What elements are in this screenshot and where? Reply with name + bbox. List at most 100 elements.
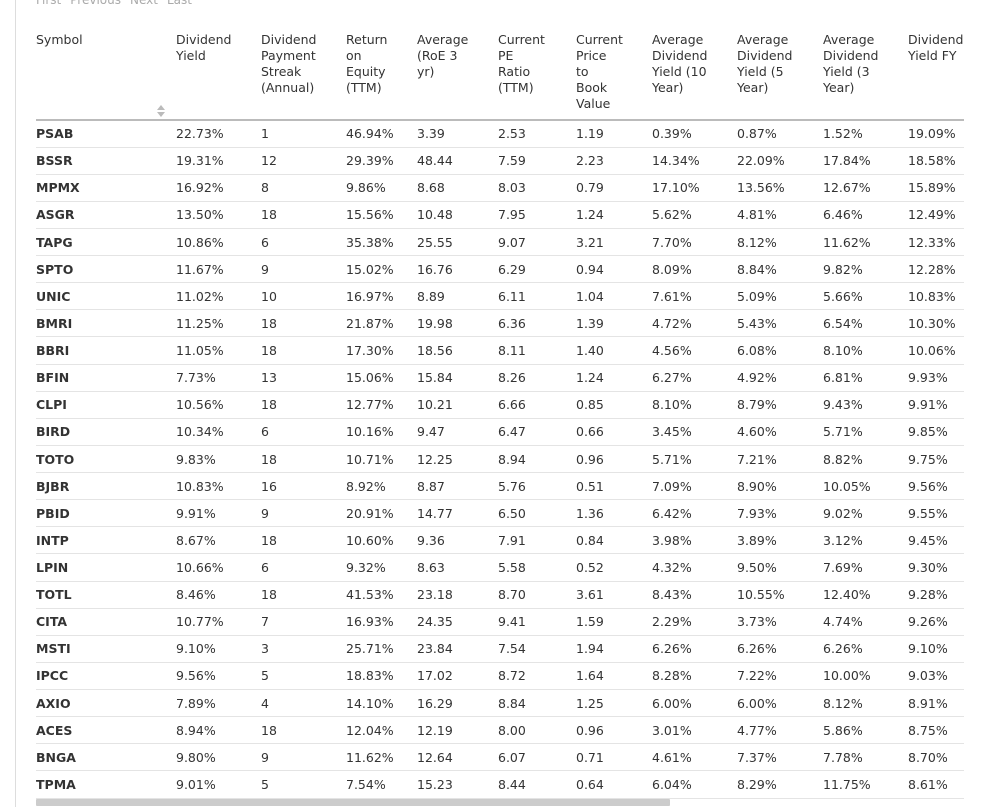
data-cell: 4.92% bbox=[737, 370, 777, 386]
column-header[interactable]: Dividend Payment Streak (Annual) bbox=[261, 32, 317, 95]
row-divider bbox=[36, 634, 964, 636]
symbol-cell: AXIO bbox=[36, 695, 71, 711]
pager-link[interactable]: First bbox=[36, 0, 62, 7]
data-cell: 10 bbox=[261, 288, 277, 304]
data-cell: 18 bbox=[261, 343, 277, 359]
pager-link[interactable]: Previous bbox=[70, 0, 121, 7]
data-cell: 3.73% bbox=[737, 614, 777, 630]
column-header[interactable]: Symbol bbox=[36, 32, 83, 47]
data-cell: 0.64 bbox=[576, 776, 604, 792]
pager-link[interactable]: Next bbox=[129, 0, 158, 7]
data-cell: 0.71 bbox=[576, 749, 604, 765]
data-cell: 8.92% bbox=[346, 478, 386, 494]
column-header[interactable]: Average Dividend Yield (10 Year) bbox=[652, 32, 708, 95]
scrollbar[interactable] bbox=[36, 799, 670, 806]
data-cell: 9.43% bbox=[823, 397, 863, 413]
column-header[interactable]: Average (RoE 3 yr) bbox=[417, 32, 469, 79]
data-cell: 20.91% bbox=[346, 505, 394, 521]
symbol-cell: BMRI bbox=[36, 315, 73, 331]
data-cell: 6.29 bbox=[498, 261, 526, 277]
data-cell: 12 bbox=[261, 153, 277, 169]
data-cell: 9.85% bbox=[908, 424, 948, 440]
symbol-cell: TOTL bbox=[36, 587, 72, 603]
symbol-cell: TAPG bbox=[36, 234, 73, 250]
data-cell: 1.36 bbox=[576, 505, 604, 521]
data-cell: 5 bbox=[261, 668, 269, 684]
data-cell: 6.08% bbox=[737, 343, 777, 359]
data-cell: 22.09% bbox=[737, 153, 785, 169]
sort-icon[interactable] bbox=[156, 104, 166, 118]
data-cell: 15.23 bbox=[417, 776, 453, 792]
data-cell: 9 bbox=[261, 749, 269, 765]
data-cell: 7.70% bbox=[652, 234, 692, 250]
data-cell: 18 bbox=[261, 587, 277, 603]
data-cell: 6 bbox=[261, 559, 269, 575]
data-cell: 4 bbox=[261, 695, 269, 711]
data-cell: 8.82% bbox=[823, 451, 863, 467]
row-divider bbox=[36, 363, 964, 365]
data-cell: 10.48 bbox=[417, 207, 453, 223]
data-cell: 8.43% bbox=[652, 587, 692, 603]
data-cell: 1.24 bbox=[576, 370, 604, 386]
data-cell: 6.54% bbox=[823, 315, 863, 331]
data-cell: 0.96 bbox=[576, 451, 604, 467]
column-header[interactable]: Dividend Yield bbox=[176, 32, 232, 63]
data-cell: 2.29% bbox=[652, 614, 692, 630]
data-cell: 9.55% bbox=[908, 505, 948, 521]
data-cell: 5 bbox=[261, 776, 269, 792]
data-cell: 10.77% bbox=[176, 614, 224, 630]
data-cell: 4.32% bbox=[652, 559, 692, 575]
data-cell: 9.80% bbox=[176, 749, 216, 765]
data-cell: 12.49% bbox=[908, 207, 956, 223]
data-cell: 18.58% bbox=[908, 153, 956, 169]
column-header[interactable]: Current PE Ratio (TTM) bbox=[498, 32, 545, 95]
data-cell: 9.41 bbox=[498, 614, 526, 630]
data-cell: 7.91 bbox=[498, 532, 526, 548]
data-cell: 6.27% bbox=[652, 370, 692, 386]
symbol-cell: LPIN bbox=[36, 559, 69, 575]
data-cell: 4.60% bbox=[737, 424, 777, 440]
data-cell: 9.10% bbox=[176, 641, 216, 657]
data-cell: 8 bbox=[261, 180, 269, 196]
data-cell: 5.62% bbox=[652, 207, 692, 223]
pager-link[interactable]: Last bbox=[166, 0, 192, 7]
data-cell: 16.93% bbox=[346, 614, 394, 630]
data-cell: 10.00% bbox=[823, 668, 871, 684]
data-cell: 6 bbox=[261, 424, 269, 440]
data-cell: 8.84 bbox=[498, 695, 526, 711]
column-header[interactable]: Average Dividend Yield (3 Year) bbox=[823, 32, 879, 95]
data-cell: 9.93% bbox=[908, 370, 948, 386]
row-divider bbox=[36, 607, 964, 609]
data-cell: 9.07 bbox=[498, 234, 526, 250]
data-cell: 10.60% bbox=[346, 532, 394, 548]
data-cell: 10.34% bbox=[176, 424, 224, 440]
data-cell: 8.70% bbox=[908, 749, 948, 765]
data-cell: 16 bbox=[261, 478, 277, 494]
data-cell: 4.81% bbox=[737, 207, 777, 223]
data-cell: 8.91% bbox=[908, 695, 948, 711]
data-cell: 8.11 bbox=[498, 343, 526, 359]
data-cell: 8.00 bbox=[498, 722, 526, 738]
column-header[interactable]: Average Dividend Yield (5 Year) bbox=[737, 32, 793, 95]
row-divider bbox=[36, 770, 964, 772]
column-header[interactable]: Current Price to Book Value bbox=[576, 32, 623, 111]
data-cell: 10.71% bbox=[346, 451, 394, 467]
column-header[interactable]: Return on Equity (TTM) bbox=[346, 32, 388, 95]
data-cell: 6.47 bbox=[498, 424, 526, 440]
data-cell: 25.71% bbox=[346, 641, 394, 657]
data-cell: 8.70 bbox=[498, 587, 526, 603]
row-divider bbox=[36, 336, 964, 338]
data-cell: 14.34% bbox=[652, 153, 700, 169]
data-cell: 8.63 bbox=[417, 559, 445, 575]
data-cell: 5.86% bbox=[823, 722, 863, 738]
data-cell: 4.61% bbox=[652, 749, 692, 765]
column-header[interactable]: Dividend Yield FY bbox=[908, 32, 964, 63]
data-cell: 4.72% bbox=[652, 315, 692, 331]
data-cell: 0.96 bbox=[576, 722, 604, 738]
data-cell: 6.00% bbox=[652, 695, 692, 711]
data-cell: 6.04% bbox=[652, 776, 692, 792]
data-cell: 15.84 bbox=[417, 370, 453, 386]
row-divider bbox=[36, 797, 964, 799]
data-cell: 9.02% bbox=[823, 505, 863, 521]
data-cell: 9.01% bbox=[176, 776, 216, 792]
